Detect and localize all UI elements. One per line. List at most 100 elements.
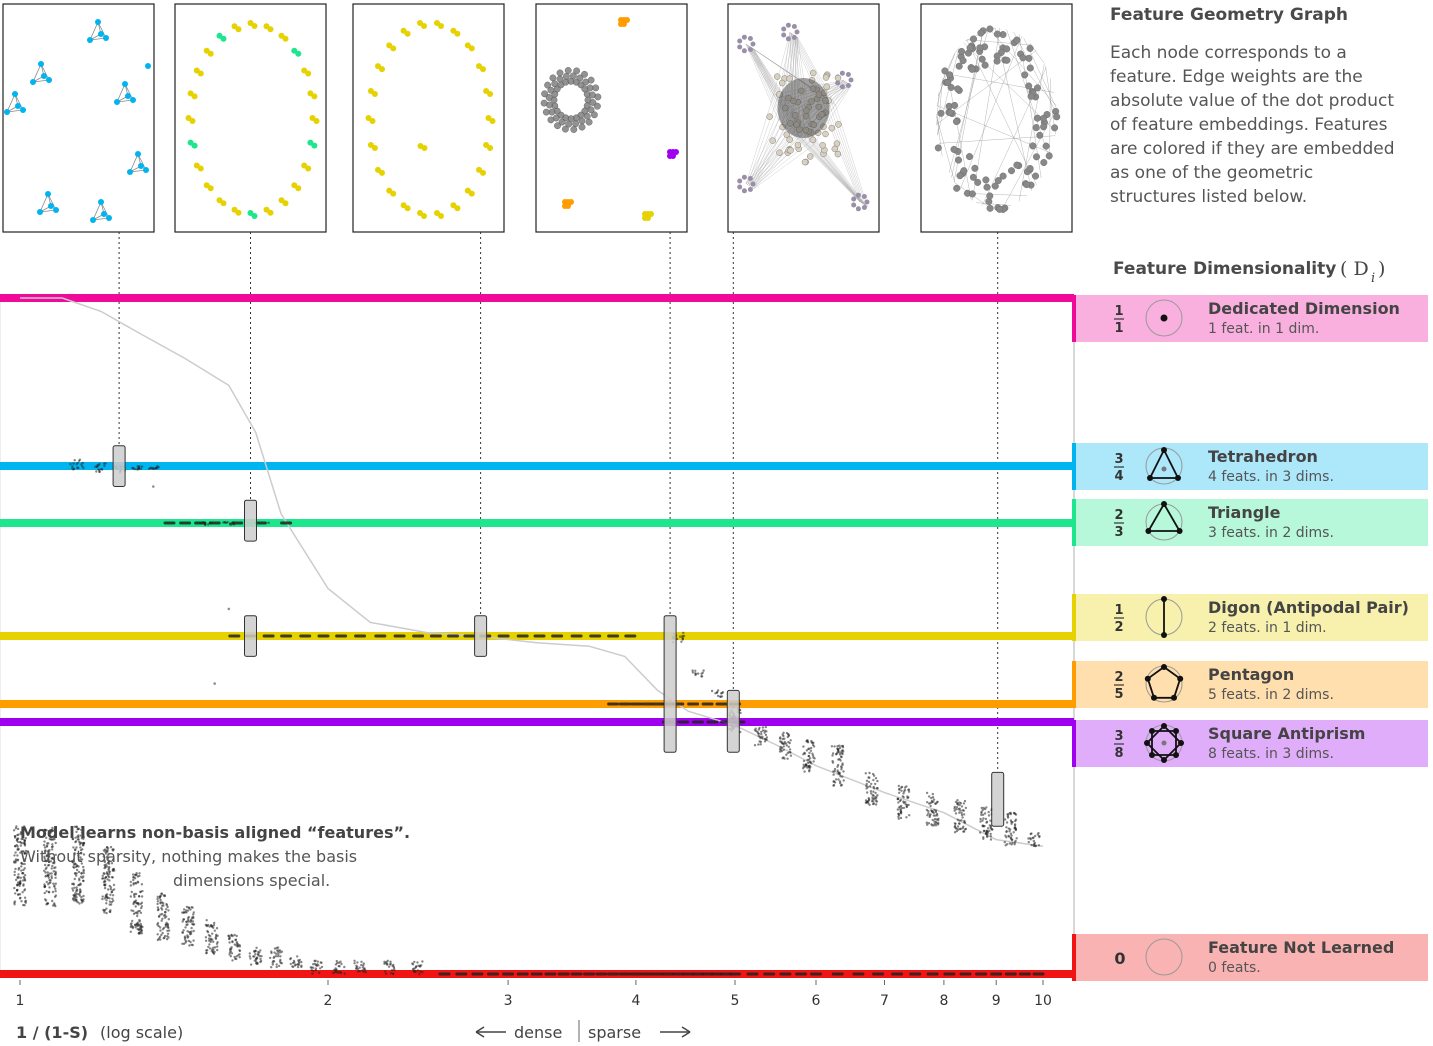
feature-point: [156, 933, 159, 936]
panel-edge: [831, 101, 867, 207]
feature-point: [23, 841, 26, 844]
feature-point: [833, 745, 836, 748]
feature-point: [19, 841, 22, 844]
point-cluster: [248, 946, 263, 966]
feature-point: [204, 936, 208, 939]
feature-point: [259, 960, 262, 964]
panel-node: [986, 204, 994, 212]
feature-point: [132, 873, 135, 876]
feature-point: [77, 854, 80, 857]
legend-name: Square Antiprism: [1208, 724, 1365, 743]
feature-point: [760, 730, 763, 734]
feature-point: [1014, 828, 1017, 832]
level-mark: [354, 634, 367, 638]
feature-point: [897, 801, 900, 804]
feature-geometry-panels: [2, 3, 1073, 233]
feature-point: [104, 876, 108, 879]
feature-point: [802, 763, 805, 766]
feature-point: [46, 902, 50, 905]
feature-point: [102, 855, 105, 858]
level-mark: [1032, 972, 1045, 976]
panel-frame: [174, 3, 327, 233]
feature-point: [757, 734, 760, 738]
panel-node: [791, 35, 797, 40]
feature-point: [897, 784, 900, 788]
feature-point: [213, 921, 216, 925]
feature-point: [81, 842, 85, 845]
feature-point: [702, 669, 705, 672]
legend-subtitle: 1 feat. in 1 dim.: [1208, 321, 1319, 337]
feature-point: [157, 937, 161, 940]
feature-point: [337, 961, 341, 964]
panel-node: [785, 36, 791, 42]
dimensionality-symbol: ( D: [1340, 258, 1369, 280]
feature-point: [82, 894, 85, 898]
feature-point: [182, 942, 186, 945]
feature-point: [82, 466, 85, 470]
feature-point: [132, 883, 135, 886]
pentagon-icon: [1144, 664, 1184, 703]
feature-point: [211, 932, 214, 935]
feature-point: [208, 925, 211, 928]
feature-point: [82, 835, 85, 839]
feature-point: [807, 765, 811, 768]
feature-point: [229, 947, 232, 950]
feature-point: [80, 862, 84, 865]
point-cluster: [896, 784, 911, 820]
level-mark: [746, 972, 759, 976]
feature-point: [1006, 843, 1009, 846]
feature-point: [682, 634, 686, 638]
level-mark: [471, 972, 484, 976]
feature-point: [980, 813, 983, 817]
legend-name: Digon (Antipodal Pair): [1208, 598, 1409, 617]
feature-point: [759, 743, 762, 746]
level-mark: [299, 634, 312, 638]
level-mark: [595, 972, 608, 976]
feature-point: [955, 808, 958, 811]
feature-point: [105, 856, 109, 859]
feature-point: [14, 892, 17, 895]
feature-point: [1011, 838, 1014, 841]
feature-point: [73, 825, 77, 828]
x-tick-label: 1: [16, 993, 25, 1009]
feature-point: [312, 969, 315, 973]
feature-point: [386, 959, 389, 962]
panel-node: [982, 176, 990, 184]
level-mark: [715, 702, 728, 706]
feature-point: [228, 941, 231, 944]
panel-node: [855, 192, 861, 198]
panel-node: [438, 213, 444, 219]
feature-point: [758, 726, 761, 730]
feature-point: [1013, 843, 1016, 846]
feature-point: [214, 937, 218, 940]
feature-point: [49, 860, 53, 863]
level-mark: [530, 972, 543, 976]
feature-point: [764, 738, 767, 741]
feature-point: [46, 857, 50, 860]
panel-node: [864, 199, 870, 205]
feature-point: [74, 848, 77, 852]
panel-node: [592, 84, 600, 92]
panel-node: [591, 111, 598, 119]
x-tick-label: 5: [731, 993, 740, 1009]
panel-node: [861, 194, 867, 199]
level-band-pentagon: [0, 700, 1074, 708]
point-cluster: [710, 689, 725, 698]
panel-node: [145, 63, 151, 69]
x-tick-label: 6: [812, 993, 821, 1009]
feature-point: [900, 811, 903, 814]
panel-dense: [920, 3, 1073, 233]
feature-point: [309, 966, 312, 969]
feature-point: [781, 733, 784, 736]
feature-point: [24, 901, 27, 904]
feature-point: [1030, 843, 1033, 847]
feature-point: [1013, 824, 1017, 827]
panel-node: [369, 118, 376, 124]
feature-point: [788, 741, 791, 745]
panel-node: [737, 44, 743, 50]
feature-point: [962, 809, 965, 812]
feature-point: [804, 764, 808, 767]
feature-point: [54, 894, 58, 897]
feature-point: [45, 890, 48, 893]
feature-point: [898, 791, 901, 794]
